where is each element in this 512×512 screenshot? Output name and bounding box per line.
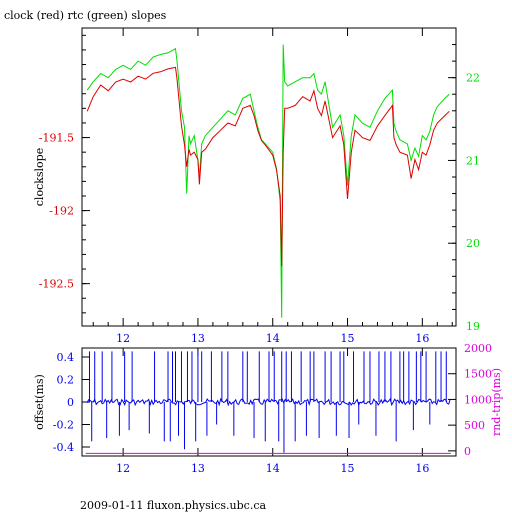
footer-label: 2009-01-11 fluxon.physics.ubc.ca xyxy=(80,499,266,512)
bottom-y-tick-label-left: 0.2 xyxy=(57,374,75,387)
top-y-tick-label-left: -191.5 xyxy=(39,132,74,145)
top-y-tick-label-right: 19 xyxy=(466,320,480,333)
top-y-tick-label-left: -192.5 xyxy=(39,278,74,291)
bottom-x-tick-label: 13 xyxy=(191,462,205,475)
bottom-series-group xyxy=(85,351,451,454)
top-series-group xyxy=(86,44,450,318)
bottom-y-tick-label-right: 500 xyxy=(464,419,485,432)
bottom-x-ticks: 12 13 14 15 16 xyxy=(116,348,429,475)
rtc-slope-line xyxy=(86,44,450,318)
bottom-y-ticks-right: 2000 1500 1000 500 0 xyxy=(448,342,492,458)
bottom-x-tick-label: 14 xyxy=(266,462,280,475)
bottom-y-tick-label-right: 0 xyxy=(464,445,471,458)
top-y-ticks-left: -191.5 -192 -192.5 xyxy=(39,34,90,314)
top-x-tick-label: 13 xyxy=(191,332,205,345)
bottom-y-tick-label-left: -0.2 xyxy=(53,419,74,432)
bottom-x-tick-label: 16 xyxy=(415,462,429,475)
top-x-tick-label: 12 xyxy=(116,332,130,345)
top-y-ticks-right: 22 21 20 19 xyxy=(448,44,480,333)
clock-slope-line xyxy=(86,66,450,267)
bottom-chart: 12 13 14 15 16 0.4 0.2 0 -0.2 -0.4 2000 1500 1000 5… xyxy=(33,342,503,475)
top-y-tick-label-right: 22 xyxy=(466,72,480,85)
top-x-tick-label: 14 xyxy=(266,332,280,345)
bottom-y-ticks-left: 0.4 0.2 0 -0.2 -0.4 xyxy=(53,351,90,454)
chart-title: clock (red) rtc (green) slopes xyxy=(4,9,167,22)
bottom-y-tick-label-right: 1000 xyxy=(464,393,492,406)
bottom-y-tick-label-left: 0.4 xyxy=(57,351,75,364)
top-x-ticks: 12 13 14 15 16 xyxy=(92,28,453,345)
top-x-tick-label: 16 xyxy=(415,332,429,345)
top-x-tick-label: 15 xyxy=(341,332,355,345)
bottom-y-axis-label-left: offset(ms) xyxy=(33,374,46,430)
bottom-y-tick-label-left: 0 xyxy=(67,396,74,409)
top-y-tick-label-right: 20 xyxy=(466,237,480,250)
bottom-x-tick-label: 15 xyxy=(341,462,355,475)
top-y-tick-label-left: -192 xyxy=(49,205,74,218)
bottom-y-axis-label-right: rnd-trip(ms) xyxy=(490,368,503,436)
bottom-y-tick-label-right: 1500 xyxy=(464,368,492,381)
top-chart: 12 13 14 15 16 -191.5 -192 -192.5 22 21 20 19 clo… xyxy=(33,27,480,345)
bottom-y-tick-label-left: -0.4 xyxy=(53,441,74,454)
bottom-x-tick-label: 12 xyxy=(116,462,130,475)
top-y-tick-label-right: 21 xyxy=(466,154,480,167)
top-y-axis-label: clockslope xyxy=(33,148,46,206)
bottom-y-tick-label-right: 2000 xyxy=(464,342,492,355)
top-plot-frame xyxy=(81,27,457,327)
offset-line xyxy=(85,397,451,407)
